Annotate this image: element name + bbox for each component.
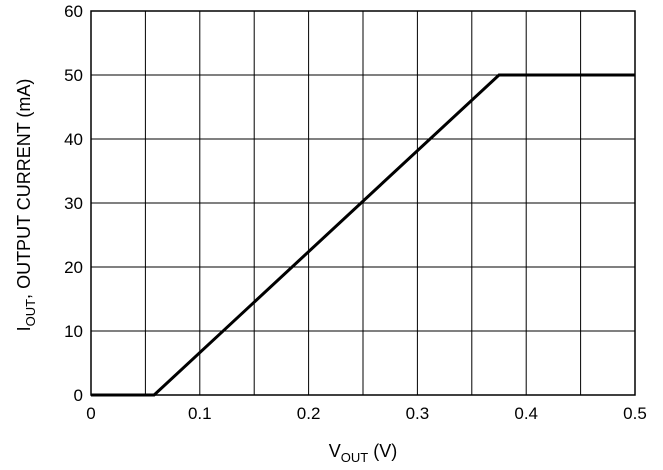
x-tick-label: 0.3 bbox=[406, 404, 430, 423]
x-axis-label-subscript: OUT bbox=[341, 450, 369, 465]
x-tick-label: 0.5 bbox=[623, 404, 647, 423]
y-tick-label: 10 bbox=[64, 322, 83, 341]
y-axis-label-subscript: OUT bbox=[23, 299, 38, 327]
y-axis-label-rest: , OUTPUT CURRENT (mA) bbox=[14, 79, 34, 299]
x-tick-label: 0.1 bbox=[188, 404, 212, 423]
x-axis-label-rest: (V) bbox=[368, 441, 397, 461]
series-line bbox=[91, 73, 635, 397]
y-tick-label: 30 bbox=[64, 194, 83, 213]
x-axis-label: VOUT (V) bbox=[329, 441, 397, 465]
y-tick-label: 60 bbox=[64, 2, 83, 21]
x-tick-label: 0 bbox=[86, 404, 95, 423]
x-axis-label-main: V bbox=[329, 441, 341, 461]
y-axis-label: IOUT, OUTPUT CURRENT (mA) bbox=[14, 79, 38, 332]
y-tick-label: 20 bbox=[64, 258, 83, 277]
y-axis-label-main: I bbox=[14, 326, 34, 331]
series-group bbox=[91, 73, 635, 397]
y-tick-label: 40 bbox=[64, 130, 83, 149]
x-tick-label: 0.2 bbox=[297, 404, 321, 423]
y-tick-label: 0 bbox=[74, 386, 83, 405]
plot-frame bbox=[90, 10, 636, 396]
y-tick-label: 50 bbox=[64, 66, 83, 85]
x-tick-label: 0.4 bbox=[514, 404, 538, 423]
y-tick-labels: 0 10 20 30 40 50 60 bbox=[64, 2, 83, 405]
x-tick-labels: 0 0.1 0.2 0.3 0.4 0.5 bbox=[86, 404, 647, 423]
